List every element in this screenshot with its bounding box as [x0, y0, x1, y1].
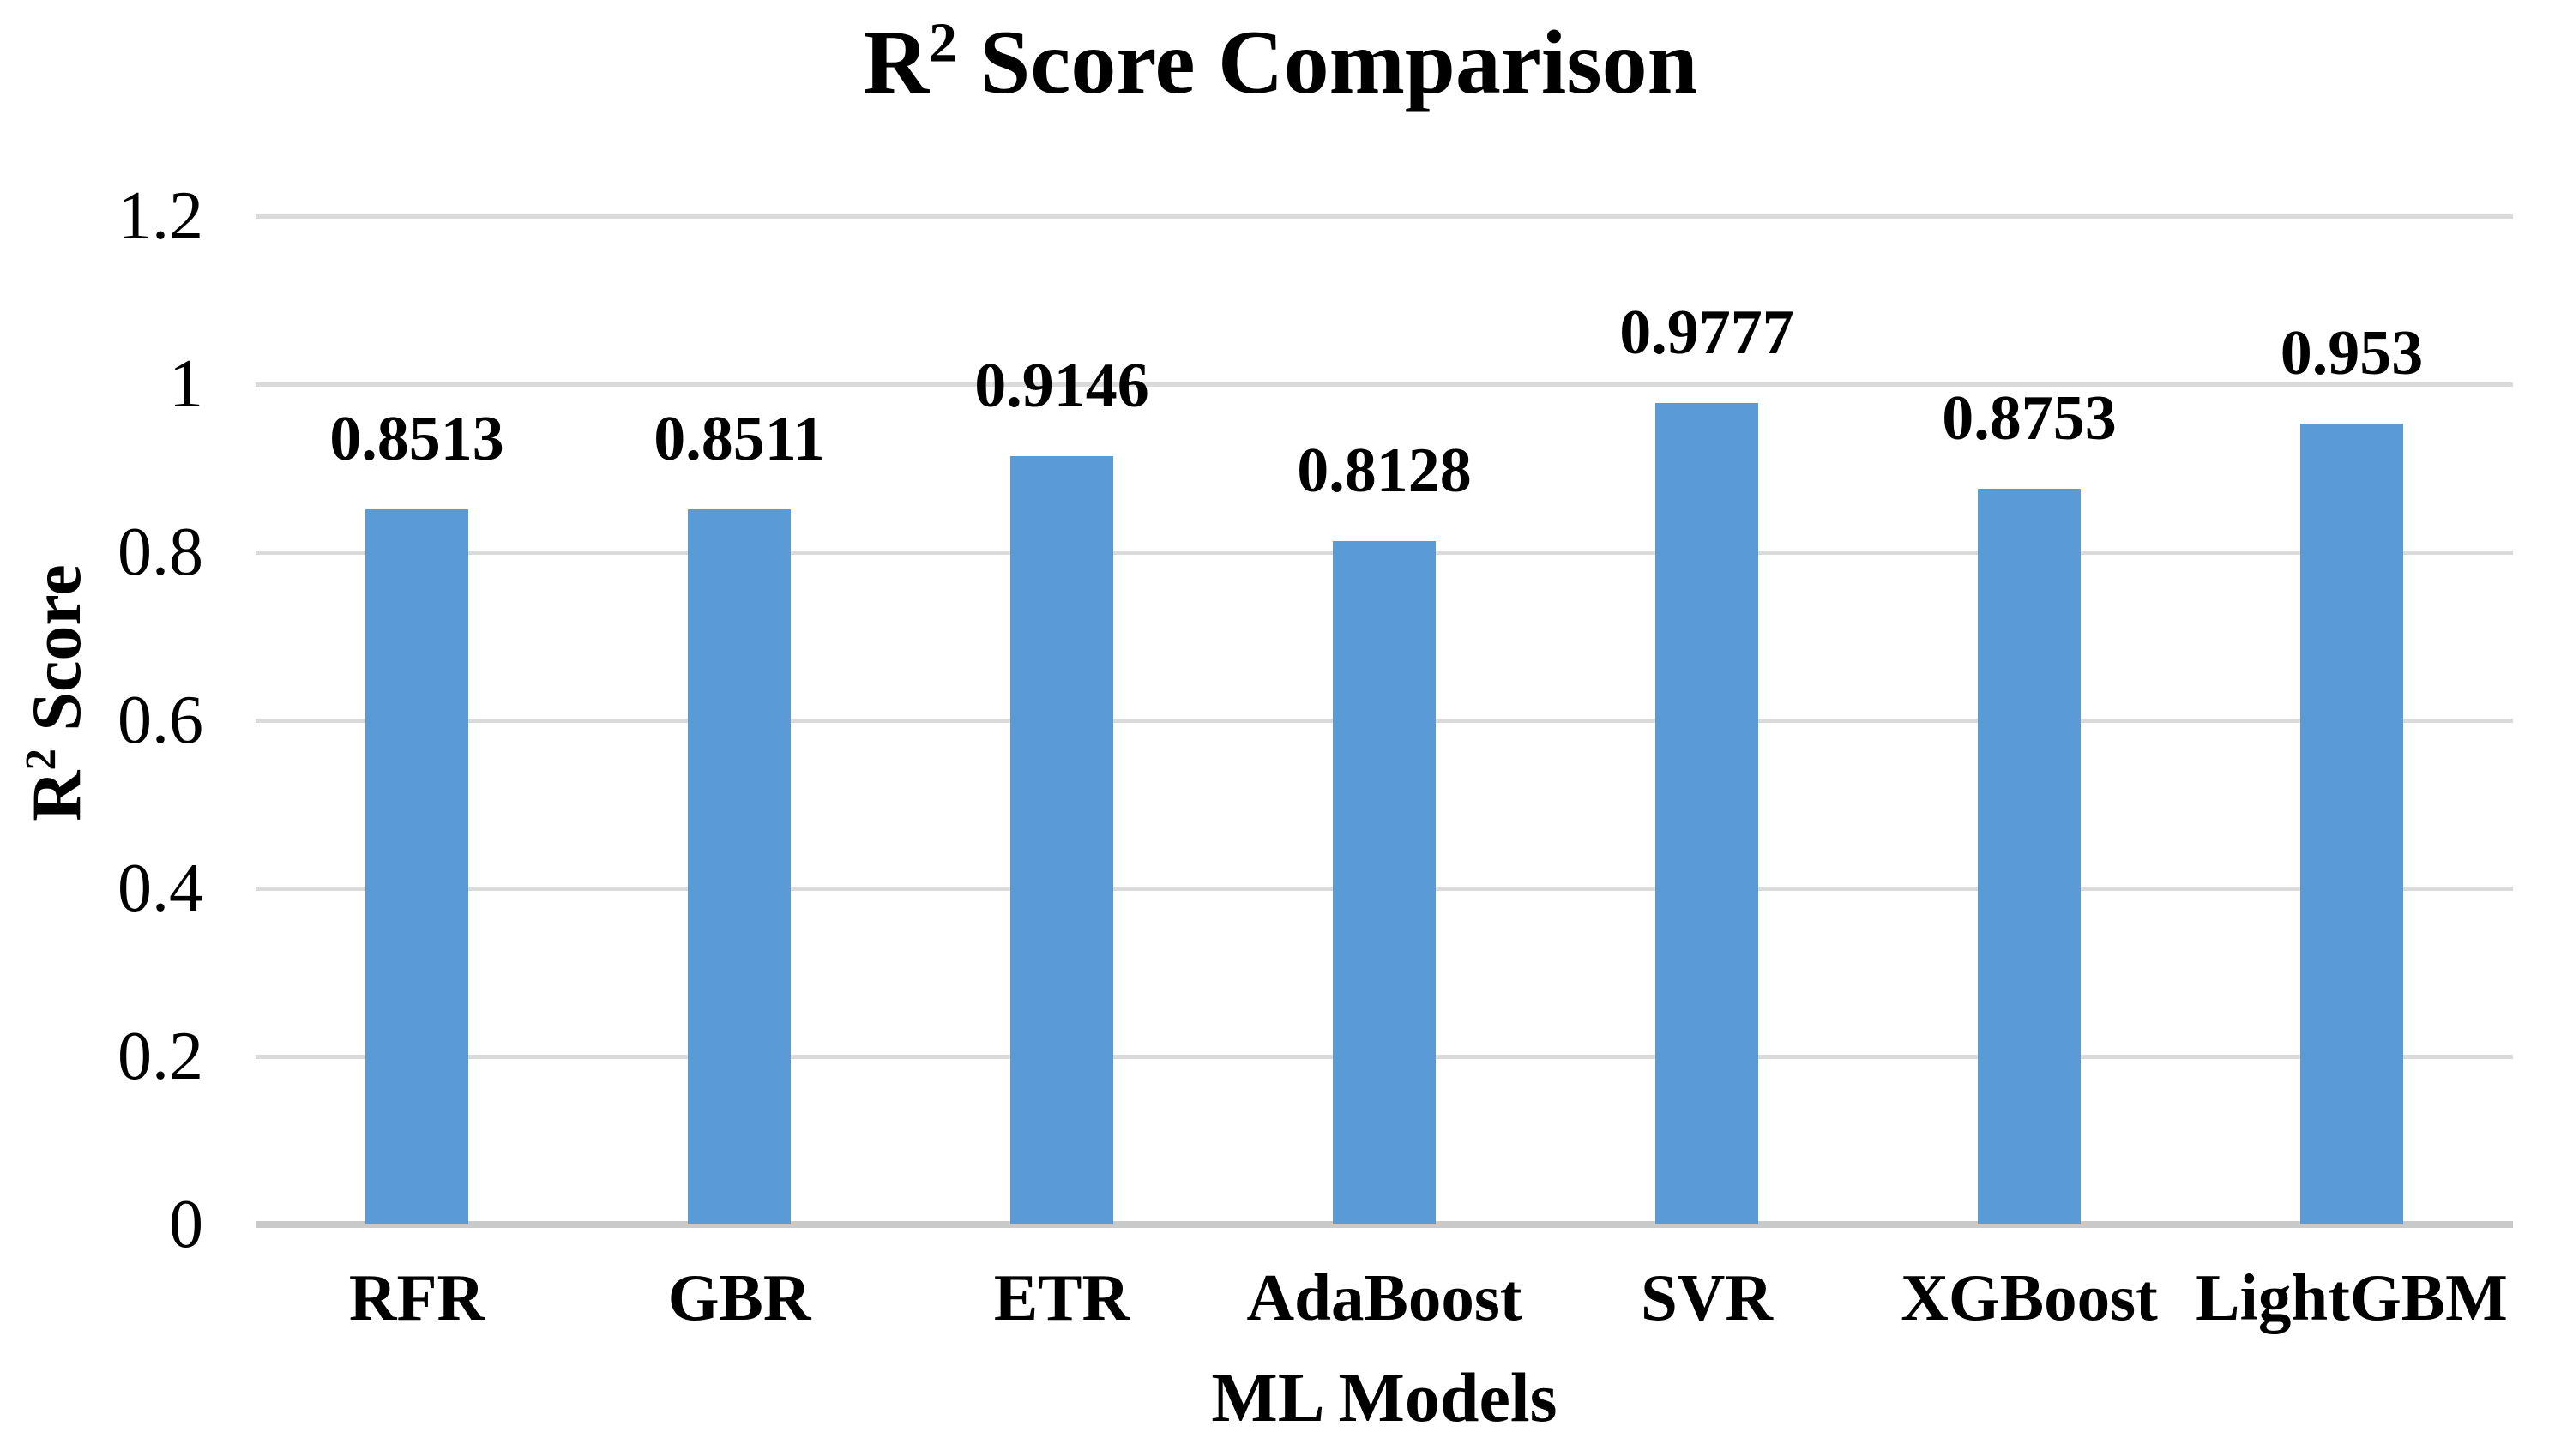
x-category-label-ETR: ETR: [993, 1260, 1130, 1334]
bar-LightGBM: [2300, 424, 2403, 1224]
chart-title-rest: Score Comparison: [956, 12, 1698, 112]
y-tick-label-0.4: 0.4: [118, 851, 203, 926]
gridline-y-1: [256, 382, 2513, 387]
y-tick-label-0.2: 0.2: [118, 1019, 203, 1094]
y-axis-title-base: R: [17, 770, 95, 821]
x-category-label-GBR: GBR: [667, 1260, 811, 1334]
x-category-label-SVR: SVR: [1640, 1260, 1774, 1334]
bar-GBR: [688, 508, 791, 1224]
chart-title: R2 Score Comparison: [0, 12, 2561, 113]
x-category-label-AdaBoost: AdaBoost: [1246, 1260, 1522, 1334]
y-tick-label-1: 1: [169, 346, 203, 422]
bar-value-label-RFR: 0.8513: [329, 403, 504, 474]
x-category-label-RFR: RFR: [348, 1260, 485, 1334]
bar-SVR: [1655, 402, 1758, 1224]
bar-value-label-SVR: 0.9777: [1619, 297, 1794, 368]
y-tick-label-0.6: 0.6: [118, 683, 203, 758]
y-tick-label-0.8: 0.8: [118, 514, 203, 590]
bar-XGBoost: [1978, 489, 2081, 1224]
y-tick-label-1.2: 1.2: [118, 178, 203, 254]
chart-title-base: R: [863, 12, 929, 112]
x-axis-line: [256, 1221, 2513, 1228]
bar-value-label-LightGBM: 0.953: [2280, 318, 2424, 389]
y-tick-label-0: 0: [169, 1187, 203, 1262]
chart-title-superscript: 2: [929, 11, 957, 75]
bar-value-label-XGBoost: 0.8753: [1942, 383, 2117, 454]
x-axis-title: ML Models: [1211, 1358, 1558, 1436]
bar-AdaBoost: [1333, 541, 1436, 1224]
bar-ETR: [1010, 455, 1113, 1224]
gridline-y-1.2: [256, 214, 2513, 219]
x-category-label-XGBoost: XGBoost: [1901, 1260, 2158, 1334]
bar-value-label-GBR: 0.8511: [654, 403, 825, 474]
bar-value-label-AdaBoost: 0.8128: [1297, 436, 1472, 507]
x-category-label-LightGBM: LightGBM: [2196, 1260, 2508, 1334]
bar-value-label-ETR: 0.9146: [974, 350, 1149, 421]
bar-RFR: [365, 508, 468, 1224]
